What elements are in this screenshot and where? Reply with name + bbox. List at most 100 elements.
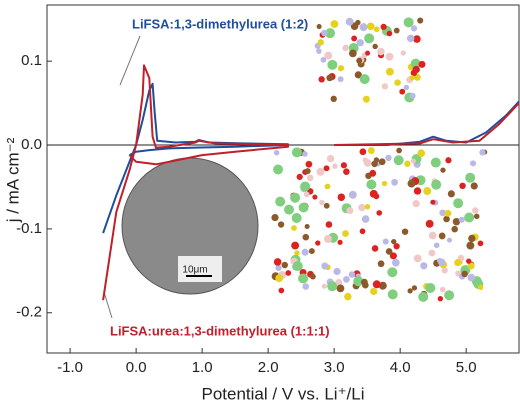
molecule-atom — [343, 275, 350, 283]
molecule-atom — [479, 149, 486, 156]
molecule-atom — [326, 154, 335, 163]
molecule-atom — [382, 238, 389, 245]
molecule-atom — [294, 250, 300, 256]
plot-frame — [46, 4, 520, 354]
annotation: LiFSA:urea:1,3-dimethylurea (1:1:1) — [110, 323, 330, 338]
molecule-atom — [418, 291, 429, 302]
molecule-atom — [461, 270, 468, 278]
molecule-atom — [344, 292, 352, 301]
scale-label: 10μm — [182, 265, 207, 276]
molecule-atom — [273, 164, 284, 175]
molecule-atom — [366, 22, 375, 31]
x-tick-label: 0.0 — [126, 359, 147, 376]
molecule-atom — [308, 248, 315, 255]
sem-inset — [122, 158, 258, 294]
molecule-atom — [423, 187, 432, 196]
molecule-atom — [304, 223, 310, 230]
molecule-atom — [298, 202, 309, 213]
molecule-atom — [301, 248, 309, 256]
molecule-atom — [433, 242, 440, 249]
molecule-atom — [291, 225, 297, 231]
molecule-atom — [323, 234, 332, 243]
molecule-atom — [359, 228, 366, 235]
y-tick-label: 0.0 — [21, 136, 42, 153]
molecule-atom — [403, 84, 410, 91]
molecule-atom — [413, 35, 421, 43]
molecule-atom — [316, 24, 322, 30]
molecule-atom — [337, 193, 346, 201]
molecule-atom — [275, 274, 284, 283]
molecule-atom — [477, 284, 484, 291]
y-tick-label: 0.1 — [21, 52, 42, 69]
molecule-atom — [325, 221, 333, 228]
molecule-atom — [389, 252, 397, 260]
molecule-atom — [291, 241, 300, 250]
x-tick-label: 3.0 — [324, 359, 345, 376]
y-axis-label: j / mA cm⁻² — [3, 137, 22, 223]
molecule-atom — [393, 243, 400, 250]
molecule-atom — [378, 281, 387, 290]
molecule-atom — [332, 163, 338, 169]
molecule-atom — [290, 192, 301, 203]
molecule-atom — [473, 213, 480, 220]
molecule-atom — [407, 179, 416, 188]
molecule-atom — [291, 213, 302, 224]
molecule-atom — [349, 49, 357, 58]
molecule-atom — [362, 157, 368, 163]
molecule-atom — [367, 147, 375, 154]
molecule-atom — [467, 273, 476, 282]
molecule-atom — [385, 154, 392, 162]
molecule-atom — [470, 182, 478, 190]
y-tick-label: -0.1 — [16, 220, 42, 237]
molecule-atom — [412, 65, 420, 74]
molecule-atom — [391, 238, 397, 245]
molecule-atom — [327, 281, 338, 292]
x-tick-label: 1.0 — [192, 359, 213, 376]
molecule-atom — [362, 95, 370, 103]
molecule-atom — [438, 232, 446, 240]
molecule-atom — [342, 230, 349, 237]
molecule-atom — [326, 74, 334, 82]
molecule-atom — [467, 262, 475, 270]
molecule-atom — [409, 92, 416, 99]
molecule-atom — [281, 261, 289, 269]
molecule-atom — [406, 34, 415, 43]
molecule-atom — [393, 27, 400, 34]
molecule-atom — [309, 273, 316, 280]
molecule-atom — [444, 290, 455, 301]
molecule-atom — [320, 57, 327, 63]
molecule-atom — [428, 231, 437, 240]
molecule-atom — [335, 278, 343, 286]
molecule-atom — [302, 283, 310, 290]
cv-curve — [102, 64, 520, 301]
molecule-atom — [343, 168, 350, 175]
molecule-atom — [418, 60, 426, 68]
molecule-atom — [275, 196, 286, 207]
x-tick-label: 4.0 — [390, 359, 411, 376]
x-tick-label: -1.0 — [57, 359, 83, 376]
molecule-atom — [425, 282, 436, 293]
molecule-atom — [393, 155, 404, 166]
molecule-atom — [399, 88, 406, 95]
molecule-atom — [324, 183, 331, 190]
molecule-atom — [278, 287, 285, 294]
molecule-atom — [464, 212, 475, 223]
molecule-atom — [391, 258, 400, 267]
molecule-atom — [321, 29, 328, 37]
molecule-atom — [403, 17, 414, 28]
molecule-atom — [321, 283, 328, 289]
molecule-atom — [400, 50, 406, 56]
scale-box — [178, 256, 222, 282]
x-tick-label: 5.0 — [456, 359, 477, 376]
molecule-atom — [369, 169, 377, 177]
molecule-atom — [296, 173, 303, 180]
molecule-atom — [444, 209, 452, 217]
molecule-atom — [337, 65, 345, 72]
molecule-atom — [300, 181, 311, 192]
molecule-atom — [446, 237, 453, 243]
molecule-atom — [330, 95, 337, 103]
molecule-atom — [438, 258, 446, 267]
molecule-atom — [370, 287, 378, 296]
x-tick-label: 2.0 — [258, 359, 279, 376]
